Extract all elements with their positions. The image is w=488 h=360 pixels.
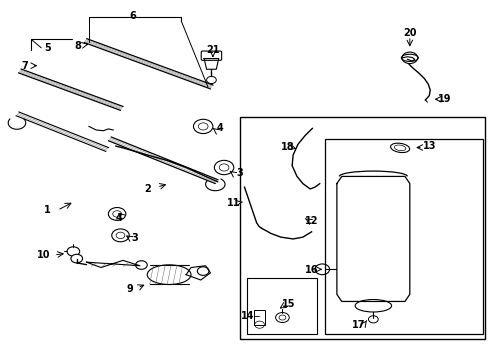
Text: 4: 4: [116, 212, 122, 222]
Text: 6: 6: [129, 11, 136, 21]
Text: 10: 10: [37, 250, 50, 260]
Text: 4: 4: [216, 123, 223, 133]
Text: 12: 12: [304, 216, 318, 226]
Text: 14: 14: [241, 311, 254, 321]
Text: 7: 7: [21, 61, 28, 71]
Bar: [254, 310, 264, 325]
Text: 8: 8: [75, 41, 81, 51]
Text: 5: 5: [44, 43, 51, 53]
Text: 3: 3: [236, 168, 243, 178]
Text: 19: 19: [437, 94, 450, 104]
Bar: [239, 117, 484, 339]
Text: 1: 1: [44, 205, 51, 215]
Circle shape: [135, 261, 147, 269]
Text: 17: 17: [351, 320, 365, 330]
Circle shape: [197, 267, 208, 275]
Text: 18: 18: [280, 142, 293, 152]
Text: 16: 16: [304, 265, 318, 275]
Text: 9: 9: [126, 284, 133, 294]
Circle shape: [71, 254, 82, 263]
Text: 11: 11: [226, 198, 240, 208]
Text: 21: 21: [206, 45, 219, 55]
Bar: [324, 139, 482, 334]
Text: 13: 13: [422, 141, 435, 151]
Text: 15: 15: [281, 299, 294, 309]
Bar: [246, 278, 317, 334]
Text: 20: 20: [402, 28, 416, 38]
Text: 3: 3: [131, 233, 138, 243]
Text: 2: 2: [143, 184, 150, 194]
